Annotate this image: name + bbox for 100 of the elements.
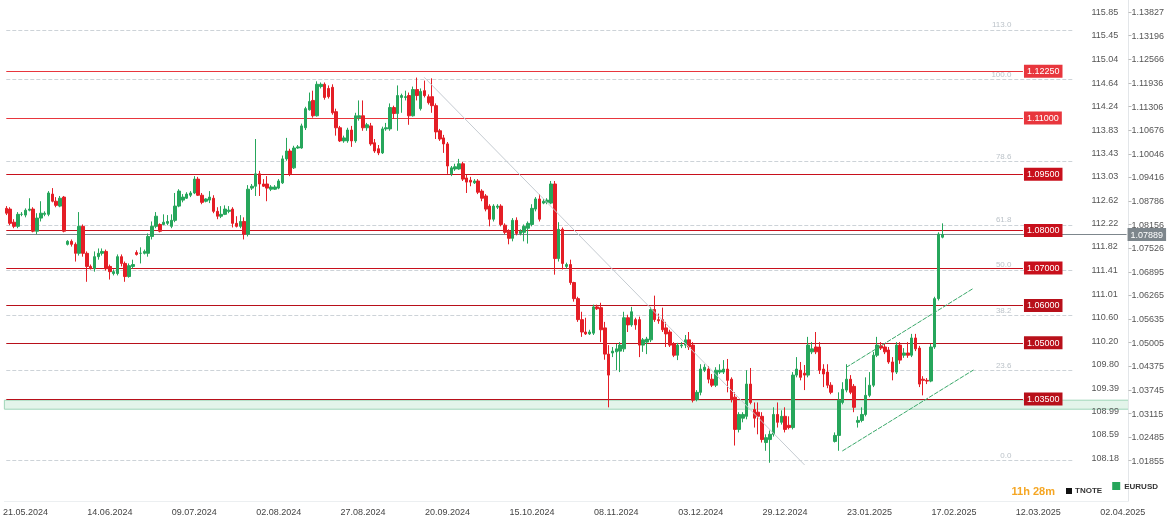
x-tick-label: 27.08.2024 bbox=[340, 506, 386, 517]
candlestick bbox=[381, 126, 384, 155]
y2-tick-label: 111.82 bbox=[1091, 241, 1118, 252]
candlestick bbox=[258, 170, 261, 197]
candlestick bbox=[8, 206, 12, 226]
candlestick bbox=[407, 92, 411, 126]
x-tick-label: 14.06.2024 bbox=[87, 506, 133, 517]
candlestick bbox=[350, 125, 353, 148]
y-tick-label: 1.12566 bbox=[1131, 54, 1165, 65]
y2-tick-label: 113.43 bbox=[1091, 147, 1119, 158]
candlestick bbox=[542, 198, 545, 205]
candlestick bbox=[392, 105, 396, 120]
x-tick-label: 15.10.2024 bbox=[509, 506, 555, 517]
candlestick bbox=[626, 314, 630, 333]
candlestick bbox=[139, 246, 142, 264]
candlestick bbox=[453, 163, 457, 172]
candlestick bbox=[16, 211, 20, 229]
y2-tick-label: 114.64 bbox=[1091, 77, 1119, 88]
ref-line-label: 1.11000 bbox=[1026, 113, 1059, 124]
candlestick bbox=[803, 364, 806, 391]
candlestick bbox=[419, 87, 422, 112]
candlestick bbox=[641, 337, 645, 353]
y2-tick-label: 108.18 bbox=[1091, 452, 1119, 463]
x-tick-label: 02.08.2024 bbox=[256, 506, 302, 517]
candlestick bbox=[538, 193, 541, 222]
candlestick bbox=[361, 99, 365, 132]
candlestick bbox=[511, 217, 514, 242]
candlestick bbox=[135, 249, 138, 257]
x-tick-label: 02.04.2025 bbox=[1100, 506, 1146, 517]
candlestick bbox=[223, 204, 227, 216]
x-tick-label: 23.01.2025 bbox=[846, 506, 893, 517]
candlestick bbox=[365, 122, 369, 132]
ref-line-label: 1.06000 bbox=[1026, 300, 1060, 311]
y-tick-label: 1.10676 bbox=[1131, 125, 1165, 136]
y2-tick-label: 108.99 bbox=[1091, 405, 1119, 416]
candlestick bbox=[776, 401, 779, 429]
y-tick-label: 1.05635 bbox=[1131, 314, 1165, 325]
candlestick bbox=[806, 336, 810, 378]
candlestick bbox=[323, 81, 326, 101]
y2-tick-label: 115.45 bbox=[1091, 30, 1119, 41]
candlestick bbox=[181, 193, 185, 203]
y-tick-label: 1.06895 bbox=[1131, 266, 1165, 277]
candlestick bbox=[615, 343, 618, 371]
candlestick bbox=[707, 365, 710, 384]
candlestick bbox=[549, 180, 553, 205]
x-tick-label: 08.11.2024 bbox=[594, 506, 639, 517]
candlestick bbox=[553, 180, 557, 276]
y2-tick-label: 112.62 bbox=[1091, 194, 1119, 205]
candlestick bbox=[638, 316, 641, 358]
candlestick bbox=[457, 158, 461, 171]
y-tick-label: 1.10046 bbox=[1131, 148, 1165, 159]
candlestick bbox=[239, 214, 242, 229]
y2-tick-label: 111.01 bbox=[1091, 288, 1118, 299]
y2-tick-label: 109.80 bbox=[1091, 358, 1119, 369]
y-tick-label: 1.05005 bbox=[1131, 337, 1165, 348]
y-tick-label: 1.13827 bbox=[1131, 7, 1165, 18]
candlestick bbox=[116, 253, 119, 276]
candlestick bbox=[473, 178, 476, 185]
y-tick-label: 1.03745 bbox=[1131, 384, 1165, 395]
y-tick-label: 1.01855 bbox=[1131, 455, 1165, 466]
y-tick-label: 1.11936 bbox=[1131, 77, 1164, 88]
candlestick bbox=[565, 262, 568, 270]
candlestick bbox=[315, 80, 319, 118]
candlestick bbox=[292, 145, 296, 170]
candlestick bbox=[783, 406, 787, 433]
ref-line-label: 1.07000 bbox=[1026, 262, 1060, 273]
candlestick bbox=[219, 205, 223, 219]
candlestick bbox=[906, 341, 910, 359]
candlestick bbox=[346, 127, 349, 144]
y-tick-label: 1.03115 bbox=[1131, 408, 1164, 419]
y-tick-label: 1.02485 bbox=[1131, 432, 1165, 443]
candlestick bbox=[492, 203, 495, 222]
x-tick-label: 17.02.2025 bbox=[931, 506, 977, 517]
candlestick bbox=[100, 247, 104, 257]
y-tick-label: 1.08786 bbox=[1131, 196, 1165, 206]
candlestick bbox=[93, 250, 96, 273]
candlestick bbox=[158, 222, 162, 233]
candlestick bbox=[242, 216, 246, 240]
candlestick bbox=[77, 211, 81, 257]
annotation: 11h 28m bbox=[1011, 484, 1056, 497]
x-tick-label: 03.12.2024 bbox=[678, 506, 724, 517]
candlestick bbox=[254, 138, 257, 197]
y2-tick-label: 115.04 bbox=[1091, 54, 1119, 65]
ref-line-label: 1.12250 bbox=[1026, 66, 1060, 77]
ref-line-label: 1.03500 bbox=[1026, 394, 1060, 405]
y-tick-label: 1.08156 bbox=[1131, 219, 1165, 230]
candlestick bbox=[74, 241, 77, 263]
candlestick bbox=[265, 175, 269, 202]
candlestick bbox=[415, 77, 419, 101]
candlestick bbox=[522, 223, 526, 242]
candlestick bbox=[396, 84, 399, 132]
candlestick bbox=[515, 216, 518, 236]
candlestick bbox=[780, 409, 783, 426]
y-tick-label: 1.13196 bbox=[1131, 30, 1165, 41]
x-tick-label: 29.12.2024 bbox=[762, 506, 808, 517]
y-tick-label: 1.11306 bbox=[1131, 101, 1164, 112]
candlestick bbox=[411, 86, 415, 118]
candlestick bbox=[246, 184, 250, 237]
x-tick-label: 21.05.2024 bbox=[2, 506, 48, 517]
x-tick-label: 12.03.2025 bbox=[1015, 506, 1061, 517]
